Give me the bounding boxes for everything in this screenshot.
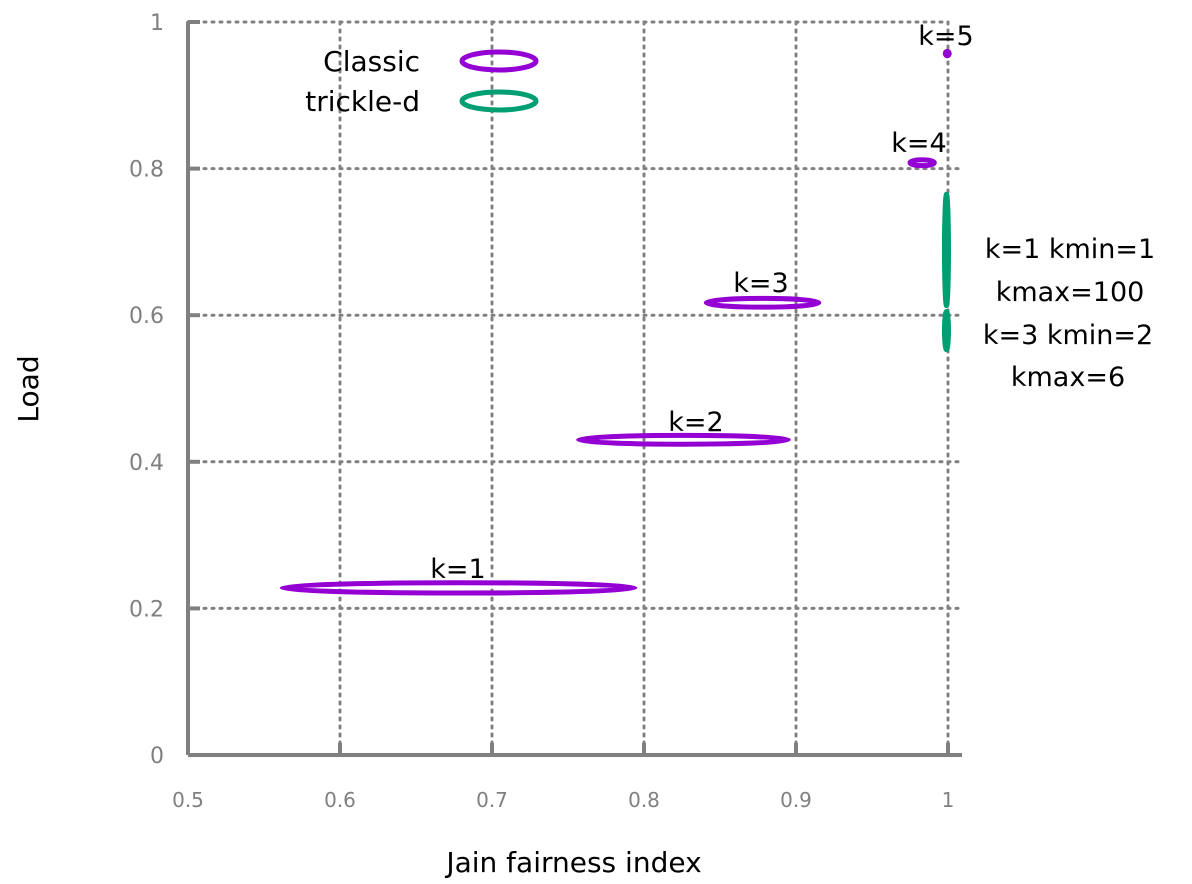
legend-label-trickle-d: trickle-d [305, 85, 420, 118]
y-axis-title: Load [12, 355, 45, 422]
x-tick-label: 0.6 [324, 788, 356, 812]
x-tick-label: 0.8 [628, 788, 660, 812]
classic-point-label: k=5 [918, 21, 973, 52]
y-tick-label: 0.8 [129, 158, 164, 183]
classic-point-2 [576, 432, 791, 447]
classic-point-label: k=2 [668, 407, 723, 438]
classic-point-5 [942, 48, 952, 59]
classic-point-1 [279, 580, 638, 596]
y-tick-label: 0.4 [129, 451, 164, 476]
axes [186, 22, 962, 757]
x-tick-label: 0.7 [476, 788, 508, 812]
grid [186, 20, 964, 757]
annotations: k=1 k=2 k=3 k=4 k=5 k=1 kmin=1 kmax=100 k=3 kmi… [430, 21, 1155, 585]
trickle-d-point-2 [941, 309, 951, 353]
trickle-d-point-1 [941, 191, 951, 309]
y-tick-label: 0 [150, 744, 164, 769]
x-tick-label: 0.5 [172, 788, 204, 812]
classic-point-3 [703, 295, 822, 310]
legend-swatch-classic [459, 49, 539, 73]
legend-label-classic: Classic [323, 45, 420, 78]
y-tick-label: 1 [150, 11, 164, 36]
classic-point-label: k=4 [891, 128, 946, 159]
legend-swatch-trickle-d [459, 89, 539, 113]
classic-point-4 [907, 157, 937, 169]
x-axis-title: Jain fairness index [444, 846, 701, 879]
y-tick-label: 0.6 [129, 304, 164, 329]
x-tick-label: 1 [942, 788, 955, 812]
ticks: 0.5 0.6 0.7 0.8 0.9 1 0 0.2 0.4 0.6 0.8 1 [129, 11, 954, 812]
legend: Classic trickle-d [305, 45, 539, 118]
data-marks [279, 48, 952, 596]
trickle-d-point-label: k=3 kmin=2 kmax=6 [983, 320, 1153, 393]
classic-point-label: k=3 [733, 268, 788, 299]
trickle-d-point-label: k=1 kmin=1 kmax=100 [985, 234, 1155, 308]
classic-point-label: k=1 [430, 554, 485, 585]
x-tick-label: 0.9 [780, 788, 812, 812]
y-tick-label: 0.2 [129, 597, 164, 622]
